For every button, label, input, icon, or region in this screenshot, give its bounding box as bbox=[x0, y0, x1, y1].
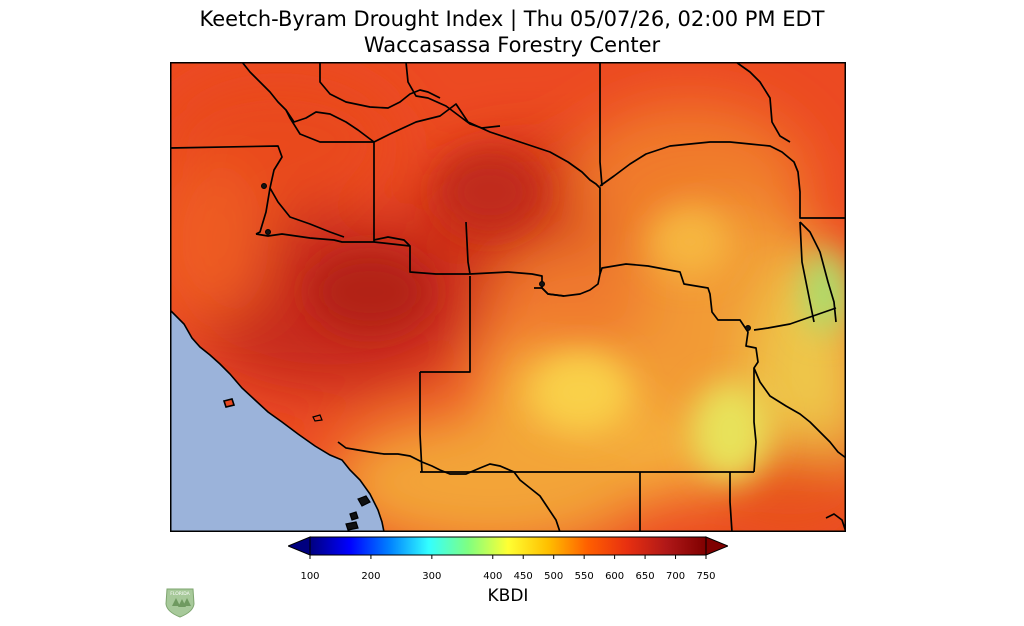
colorbar-tick-label: 200 bbox=[361, 571, 381, 582]
island bbox=[345, 521, 359, 531]
island bbox=[357, 495, 371, 507]
colorbar-tick-label: 450 bbox=[513, 571, 533, 582]
colorbar-tick-label: 550 bbox=[574, 571, 594, 582]
drought-map bbox=[170, 62, 846, 532]
logo-text: FLORIDA bbox=[170, 591, 190, 597]
county-boundaries bbox=[170, 62, 846, 532]
island bbox=[349, 511, 359, 521]
map-title: Keetch-Byram Drought Index | Thu 05/07/2… bbox=[0, 6, 1024, 58]
island bbox=[312, 414, 323, 422]
colorbar-tick-label: 500 bbox=[544, 571, 564, 582]
kbdi-colorbar bbox=[286, 536, 730, 626]
colorbar-tick-label: 750 bbox=[696, 571, 716, 582]
colorbar-tick-label: 650 bbox=[635, 571, 655, 582]
colorbar-gradient bbox=[309, 536, 707, 556]
colorbar-tick-label: 700 bbox=[665, 571, 686, 582]
colorbar-tick-label: 400 bbox=[483, 571, 503, 582]
colorbar-tick-label: 300 bbox=[422, 571, 442, 582]
island bbox=[222, 398, 236, 408]
title-line-2: Waccasassa Forestry Center bbox=[363, 33, 661, 57]
florida-forest-service-badge-icon: FLORIDA bbox=[163, 586, 197, 618]
colorbar-tick-label: 600 bbox=[605, 571, 625, 582]
colorbar-label: KBDI bbox=[487, 586, 529, 606]
gulf-water bbox=[170, 308, 385, 532]
colorbar-extend-low bbox=[286, 536, 311, 556]
colorbar-tick-label: 100 bbox=[300, 571, 320, 582]
colorbar-extend-high bbox=[705, 536, 730, 556]
title-line-1: Keetch-Byram Drought Index | Thu 05/07/2… bbox=[199, 7, 825, 31]
